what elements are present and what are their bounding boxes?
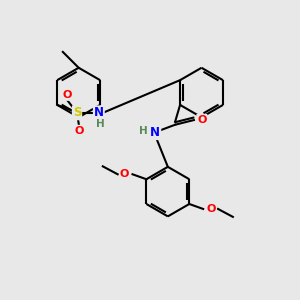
Text: H: H: [139, 126, 148, 136]
Text: H: H: [96, 119, 105, 129]
Text: O: O: [206, 204, 216, 214]
Text: N: N: [150, 126, 160, 139]
Text: O: O: [62, 90, 72, 100]
Text: O: O: [197, 115, 207, 125]
Text: N: N: [94, 106, 104, 119]
Text: S: S: [73, 106, 81, 119]
Text: O: O: [74, 126, 84, 136]
Text: O: O: [120, 169, 129, 179]
